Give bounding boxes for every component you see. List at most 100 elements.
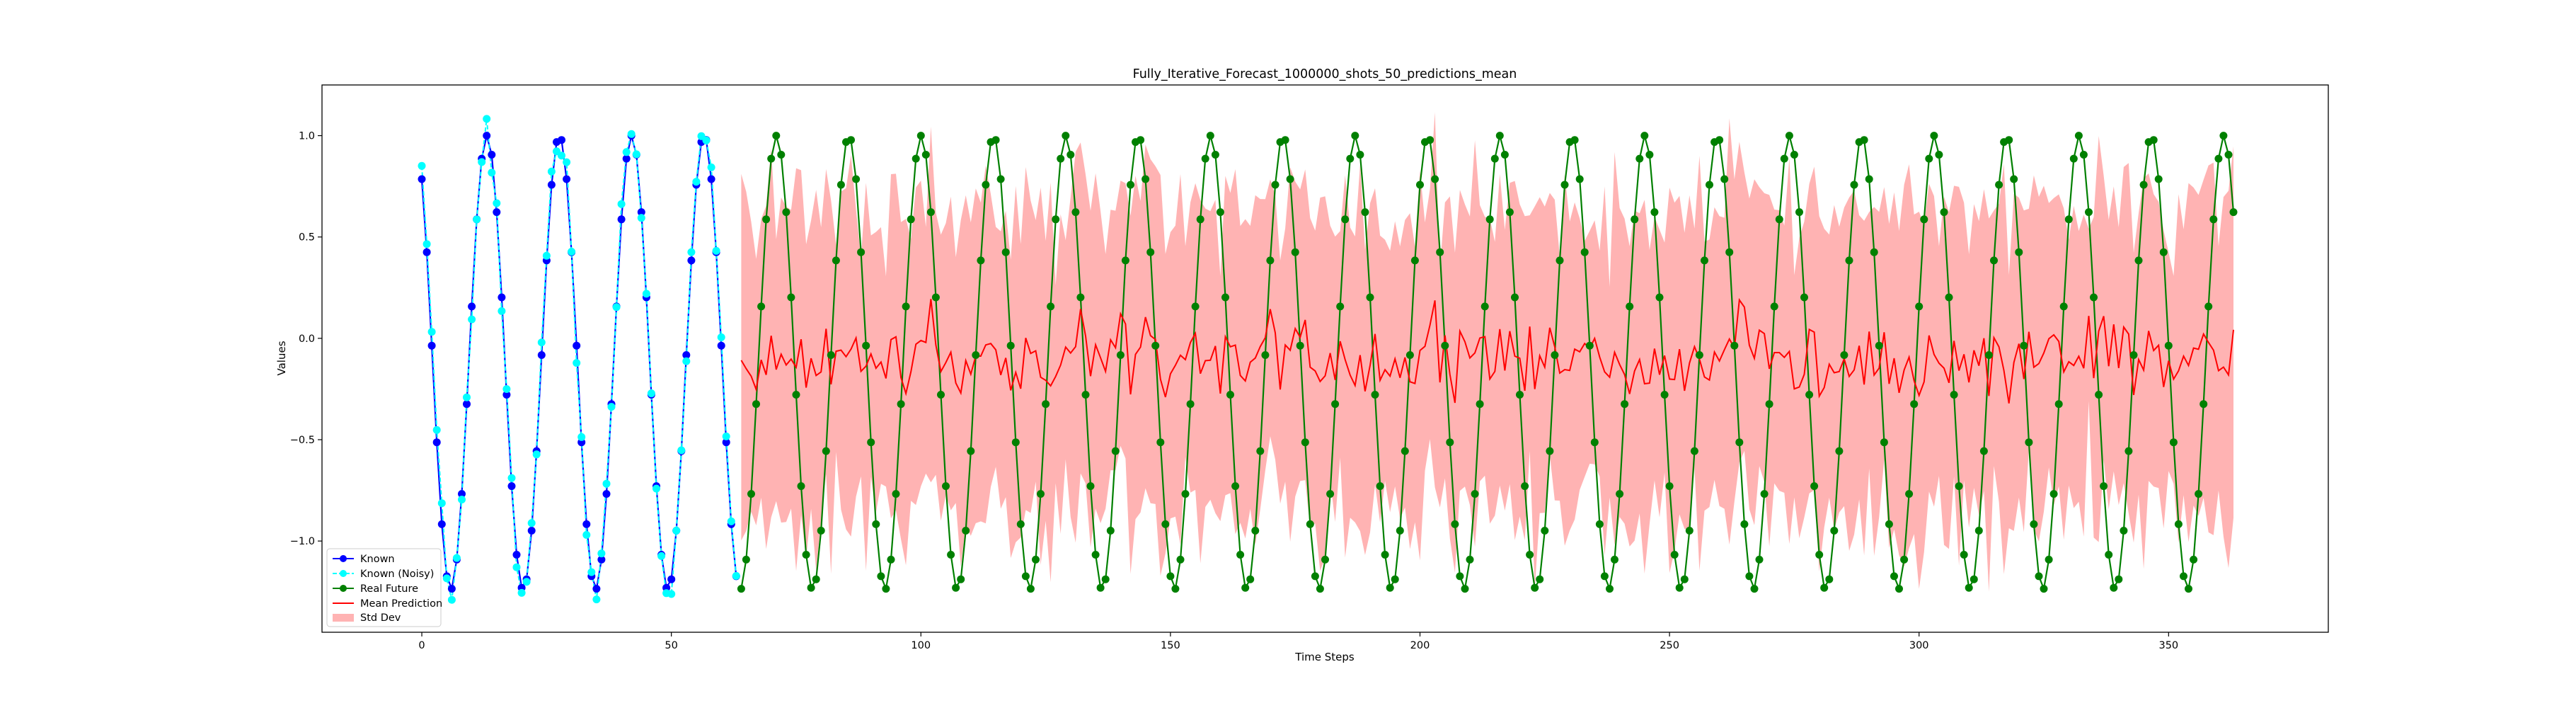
- real-future-point: [1575, 175, 1584, 183]
- real-future-point: [2154, 175, 2163, 183]
- known-point: [707, 175, 715, 183]
- x-tick-label: 50: [665, 640, 677, 651]
- legend-label-known: Known: [360, 554, 395, 565]
- known-noisy-point: [447, 595, 456, 604]
- real-future-point: [1241, 583, 1250, 592]
- real-future-point: [907, 215, 915, 224]
- known-noisy-point: [498, 307, 506, 315]
- real-future-point: [1062, 132, 1070, 140]
- known-point: [483, 132, 491, 140]
- known-noisy-point: [627, 130, 636, 138]
- known-noisy-line: [421, 118, 737, 600]
- real-future-point: [812, 575, 820, 583]
- series-markers: [418, 115, 2238, 604]
- real-future-point: [1536, 575, 1544, 583]
- real-future-point: [1142, 175, 1150, 183]
- real-future-point: [752, 400, 760, 409]
- real-future-point: [1660, 391, 1669, 399]
- real-future-point: [2059, 302, 2068, 311]
- real-future-point: [1191, 302, 1200, 311]
- real-future-point: [2025, 438, 2033, 447]
- real-future-point: [1595, 520, 1604, 528]
- real-future-point: [1461, 585, 1469, 593]
- x-tick-label: 250: [1660, 640, 1679, 651]
- known-noisy-point: [442, 574, 451, 583]
- real-future-point: [1850, 181, 1858, 189]
- real-future-point: [1381, 551, 1389, 559]
- real-future-point: [1176, 555, 1185, 564]
- x-tick-label: 300: [1909, 640, 1929, 651]
- real-future-point: [1101, 575, 1110, 583]
- known-noisy-point: [657, 552, 666, 560]
- real-future-point: [1765, 400, 1773, 409]
- real-future-point: [1431, 175, 1439, 183]
- legend-label-known-noisy: Known (Noisy): [360, 569, 434, 580]
- known-point: [573, 341, 581, 350]
- known-point: [422, 248, 431, 256]
- y-tick-label: −0.5: [290, 435, 315, 446]
- known-noisy-point: [682, 357, 691, 365]
- real-future-point: [1800, 293, 1808, 302]
- real-future-point: [2195, 490, 2203, 498]
- real-future-point: [2054, 400, 2063, 409]
- real-future-point: [822, 447, 830, 455]
- real-future-point: [1161, 520, 1170, 528]
- known-point: [498, 293, 506, 302]
- real-future-point: [1256, 447, 1265, 455]
- real-future-point: [1201, 154, 1209, 163]
- real-future-point: [1011, 438, 1020, 447]
- real-future-point: [1706, 181, 1713, 189]
- real-future-point: [1500, 151, 1509, 159]
- real-future-point: [1156, 438, 1165, 447]
- real-future-point: [1386, 583, 1394, 592]
- y-tick-label: 0.5: [299, 232, 315, 244]
- real-future-point: [817, 527, 825, 535]
- real-future-point: [777, 151, 786, 159]
- real-future-point: [1521, 482, 1529, 491]
- known-point: [682, 351, 691, 359]
- real-future-point: [1640, 132, 1649, 140]
- real-future-point: [1216, 208, 1224, 217]
- known-point: [507, 482, 516, 491]
- real-future-point: [1236, 551, 1245, 559]
- real-future-point: [2219, 132, 2228, 140]
- legend-entry-known-noisy: Known (Noisy): [333, 569, 434, 580]
- real-future-point: [1026, 585, 1035, 593]
- known-point: [502, 391, 511, 399]
- real-future-point: [1346, 154, 1355, 163]
- legend-marker-real-future: [340, 585, 347, 592]
- real-future-point: [2040, 585, 2048, 593]
- real-future-point: [1281, 136, 1289, 144]
- real-future-point: [1511, 293, 1519, 302]
- known-noisy-point: [473, 215, 481, 224]
- known-noisy-point: [568, 248, 576, 256]
- real-future-point: [1560, 181, 1569, 189]
- real-future-point: [2105, 551, 2113, 559]
- known-noisy-point: [642, 290, 650, 298]
- known-noisy-point: [483, 115, 491, 123]
- real-future-point: [982, 181, 990, 189]
- real-future-point: [1935, 151, 1943, 159]
- real-future-point: [2115, 575, 2123, 583]
- real-future-point: [1485, 215, 1494, 224]
- real-future-point: [1730, 341, 1739, 350]
- real-future-point: [937, 391, 945, 399]
- real-future-point: [827, 351, 835, 359]
- known-point: [488, 151, 496, 159]
- real-future-point: [2124, 447, 2133, 455]
- real-future-point: [1830, 527, 1839, 535]
- legend-label-std-dev: Std Dev: [360, 612, 401, 624]
- known-point: [537, 351, 546, 359]
- real-future-point: [1351, 132, 1359, 140]
- legend-entry-real-future: Real Future: [333, 583, 418, 595]
- real-future-point: [1311, 572, 1319, 581]
- real-future-point: [1116, 351, 1125, 359]
- real-future-point: [1775, 215, 1783, 224]
- real-future-point: [1301, 438, 1309, 447]
- real-future-point: [2095, 391, 2103, 399]
- real-future-point: [1376, 482, 1384, 491]
- real-future-point: [1541, 527, 1549, 535]
- real-future-point: [1111, 447, 1120, 455]
- real-future-point: [2020, 341, 2028, 350]
